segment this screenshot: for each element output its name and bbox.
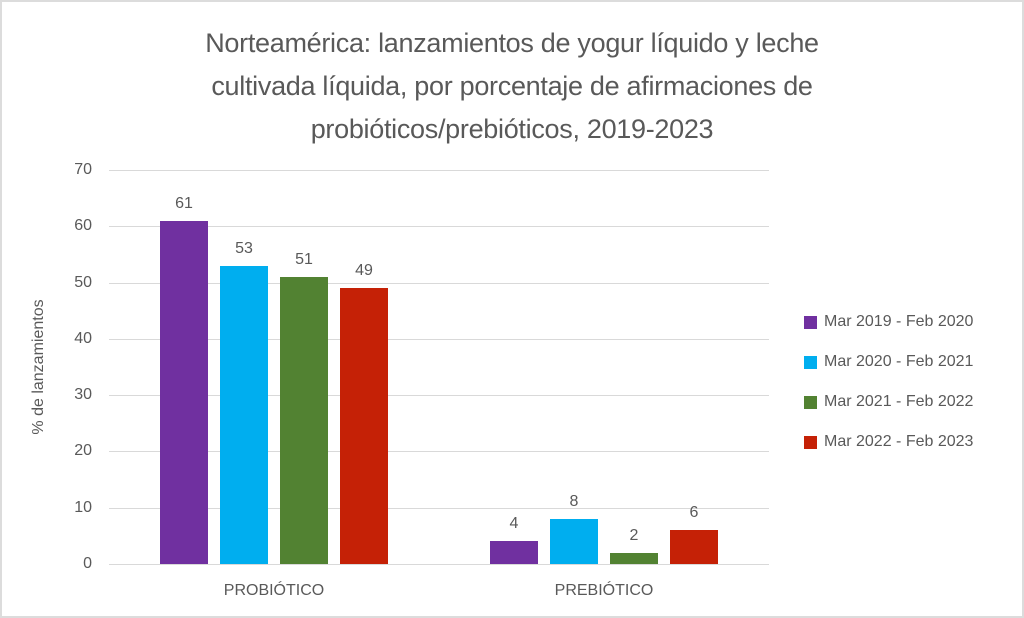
legend-item: Mar 2020 - Feb 2021 — [804, 351, 973, 373]
bar-value-label: 6 — [689, 504, 699, 521]
legend-item: Mar 2019 - Feb 2020 — [804, 311, 973, 333]
bar — [490, 541, 538, 564]
gridline — [109, 282, 769, 284]
legend-swatch — [804, 355, 817, 369]
plot-area: 61 53 51 49 4 8 2 6 — [109, 170, 769, 565]
legend-swatch — [804, 435, 817, 449]
legend-swatch — [804, 315, 817, 329]
bar — [550, 519, 598, 564]
bar — [340, 288, 388, 564]
y-tick-label: 10 — [74, 498, 92, 516]
legend-item: Mar 2021 - Feb 2022 — [804, 391, 973, 413]
legend-label: Mar 2022 - Feb 2023 — [824, 433, 974, 450]
bar — [220, 266, 268, 564]
y-tick-label: 60 — [74, 217, 92, 235]
legend-label: Mar 2020 - Feb 2021 — [824, 353, 974, 370]
gridline — [109, 507, 769, 509]
gridline — [109, 564, 769, 565]
y-axis-title-text: % de lanzamientos — [30, 299, 47, 435]
legend-item: Mar 2022 - Feb 2023 — [804, 431, 973, 453]
y-tick-label: 50 — [74, 273, 92, 291]
bar — [610, 553, 658, 564]
y-tick-label: 40 — [74, 329, 92, 347]
chart-title: Norteamérica: lanzamientos de yogur líqu… — [62, 22, 962, 151]
y-tick-label: 30 — [74, 386, 92, 404]
bar-value-label: 53 — [235, 240, 253, 257]
category-label: PREBIÓTICO — [554, 582, 654, 599]
bar — [670, 530, 718, 564]
legend-swatch — [804, 395, 817, 409]
chart-title-line: Norteamérica: lanzamientos de yogur líqu… — [205, 28, 819, 58]
y-tick-label: 70 — [74, 161, 92, 178]
bar — [160, 221, 208, 564]
category-label: PROBIÓTICO — [223, 582, 325, 599]
gridline — [109, 338, 769, 340]
chart-title-line: cultivada líquida, por porcentaje de afi… — [211, 71, 813, 101]
gridline — [109, 170, 769, 171]
legend-label: Mar 2021 - Feb 2022 — [824, 393, 974, 410]
bar-value-label: 51 — [295, 251, 313, 268]
y-tick-label: 20 — [74, 442, 92, 460]
bar-value-label: 2 — [629, 527, 639, 544]
chart-title-line: probióticos/prebióticos, 2019-2023 — [310, 114, 714, 144]
legend-label: Mar 2019 - Feb 2020 — [824, 313, 974, 330]
gridline — [109, 451, 769, 453]
bar — [280, 277, 328, 564]
bar-value-label: 4 — [509, 515, 519, 532]
legend: Mar 2019 - Feb 2020 Mar 2020 - Feb 2021 Ma… — [804, 311, 973, 471]
bar-value-label: 8 — [569, 493, 579, 510]
bar-value-label: 49 — [355, 262, 373, 279]
y-tick-label: 0 — [83, 555, 92, 572]
gridline — [109, 395, 769, 397]
gridline — [109, 226, 769, 228]
bar-value-label: 61 — [175, 195, 193, 212]
